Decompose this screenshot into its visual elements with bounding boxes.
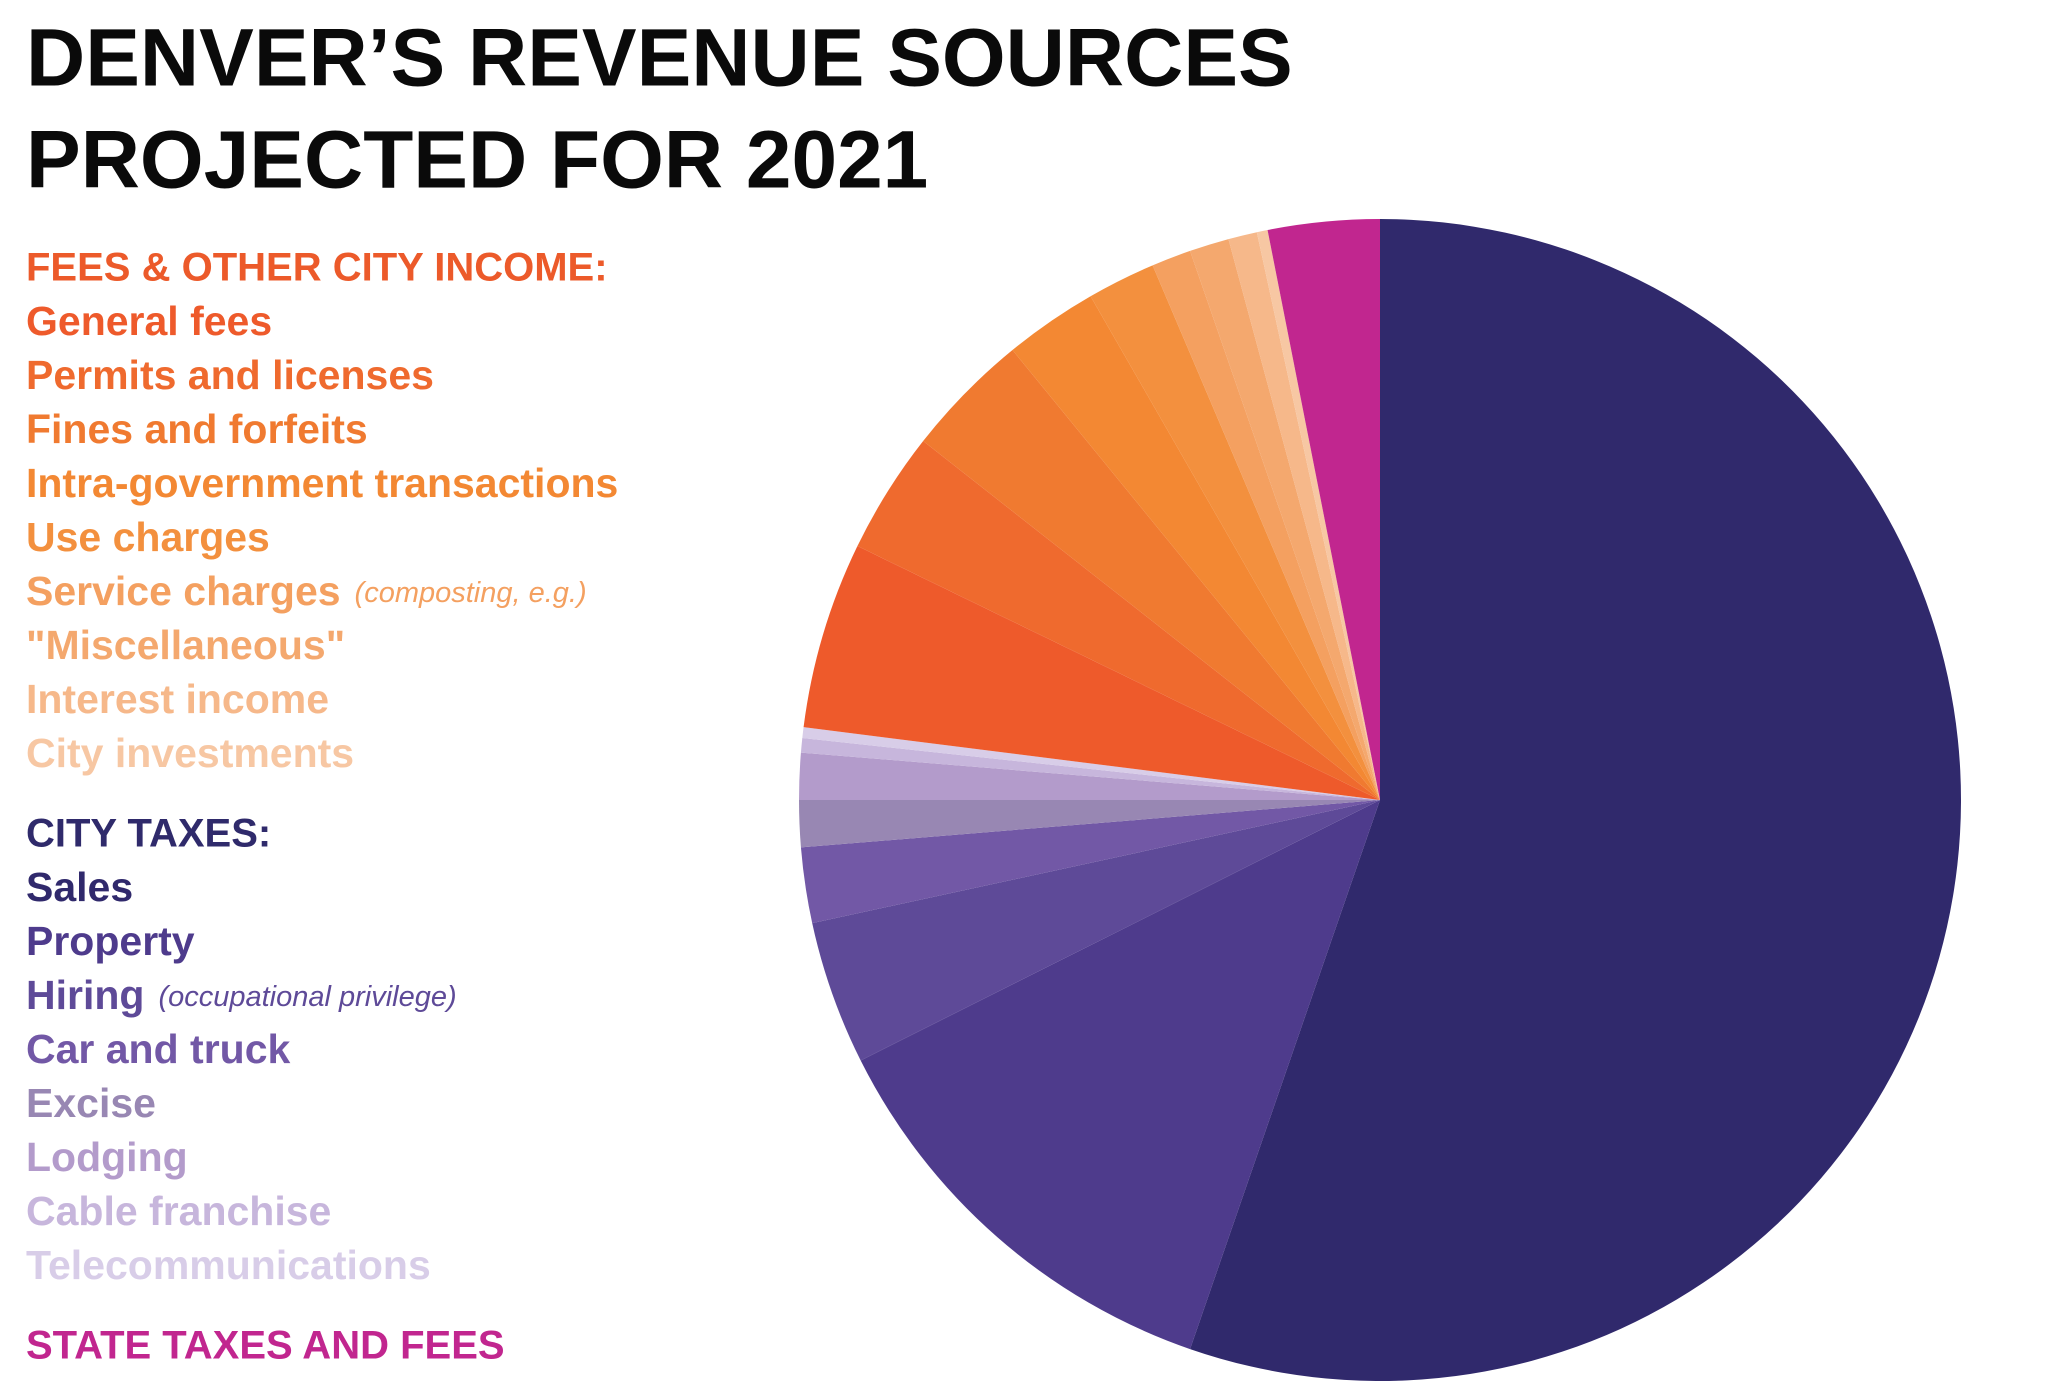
pie-slice bbox=[800, 738, 1380, 800]
legend-label: Car and truck bbox=[26, 1026, 290, 1072]
legend-entry: Hiring (occupational privilege) bbox=[26, 972, 457, 1018]
legend-label: Telecommunications bbox=[26, 1242, 431, 1288]
legend-label: City investments bbox=[26, 730, 354, 776]
legend-note: (occupational privilege) bbox=[158, 981, 456, 1013]
chart-title: PROJECTED FOR 2021 bbox=[26, 115, 928, 206]
legend-label: Permits and licenses bbox=[26, 352, 434, 398]
pie-slice bbox=[812, 800, 1380, 1061]
pie-slice bbox=[1190, 239, 1380, 800]
legend-label: Use charges bbox=[26, 514, 270, 560]
pie-slice bbox=[799, 800, 1380, 848]
pie-slice bbox=[1012, 296, 1380, 800]
pie-slice bbox=[1090, 265, 1380, 800]
chart-title: DENVER’S REVENUE SOURCES bbox=[26, 13, 1293, 104]
legend-label: Property bbox=[26, 918, 195, 964]
legend-entry: General fees bbox=[26, 298, 272, 344]
legend-entry: Fines and forfeits bbox=[26, 406, 368, 452]
legend: FEES & OTHER CITY INCOME: General fees Per… bbox=[26, 246, 618, 1368]
pie-slice bbox=[860, 800, 1380, 1350]
pie bbox=[799, 219, 1961, 1381]
legend-entry: Interest income bbox=[26, 676, 329, 722]
pie-slice bbox=[923, 350, 1380, 800]
legend-label: Cable franchise bbox=[26, 1188, 331, 1234]
legend-label: Sales bbox=[26, 864, 133, 910]
legend-entry: Excise bbox=[26, 1080, 156, 1126]
legend-label: Excise bbox=[26, 1080, 156, 1126]
pie-slice bbox=[857, 441, 1380, 800]
pie-slice bbox=[1256, 229, 1380, 801]
legend-entry: Permits and licenses bbox=[26, 352, 434, 398]
legend-header: CITY TAXES: bbox=[26, 812, 271, 856]
legend-label: Fines and forfeits bbox=[26, 406, 368, 452]
pie-slice bbox=[1267, 219, 1380, 800]
legend-entry: "Miscellaneous" bbox=[26, 622, 345, 668]
pie-slice bbox=[802, 727, 1380, 800]
legend-entry: Use charges bbox=[26, 514, 270, 560]
legend-note: (composting, e.g.) bbox=[355, 577, 587, 609]
legend-label: Service charges bbox=[26, 568, 341, 614]
legend-entry: Car and truck bbox=[26, 1026, 290, 1072]
legend-entry: Intra-government transactions bbox=[26, 460, 618, 506]
pie-slice bbox=[1152, 250, 1380, 801]
pie-slice bbox=[1190, 219, 1961, 1381]
legend-entry: Sales bbox=[26, 864, 133, 910]
pie-slice bbox=[800, 800, 1380, 924]
legend-label: General fees bbox=[26, 298, 272, 344]
legend-label: "Miscellaneous" bbox=[26, 622, 345, 668]
legend-label: Interest income bbox=[26, 676, 329, 722]
pie-slice bbox=[1228, 232, 1380, 800]
legend-label: Lodging bbox=[26, 1134, 188, 1180]
pie-slice bbox=[799, 752, 1380, 800]
legend-entry: City investments bbox=[26, 730, 354, 776]
legend-label: Hiring bbox=[26, 972, 144, 1018]
legend-header: STATE TAXES AND FEES bbox=[26, 1324, 505, 1368]
legend-header: FEES & OTHER CITY INCOME: bbox=[26, 246, 608, 290]
legend-entry: Telecommunications bbox=[26, 1242, 431, 1288]
legend-entry: Lodging bbox=[26, 1134, 188, 1180]
legend-entry: Service charges (composting, e.g.) bbox=[26, 568, 587, 614]
legend-entry: Property bbox=[26, 918, 195, 964]
pie-slice bbox=[803, 546, 1380, 800]
legend-entry: Cable franchise bbox=[26, 1188, 331, 1234]
legend-label: Intra-government transactions bbox=[26, 460, 618, 506]
